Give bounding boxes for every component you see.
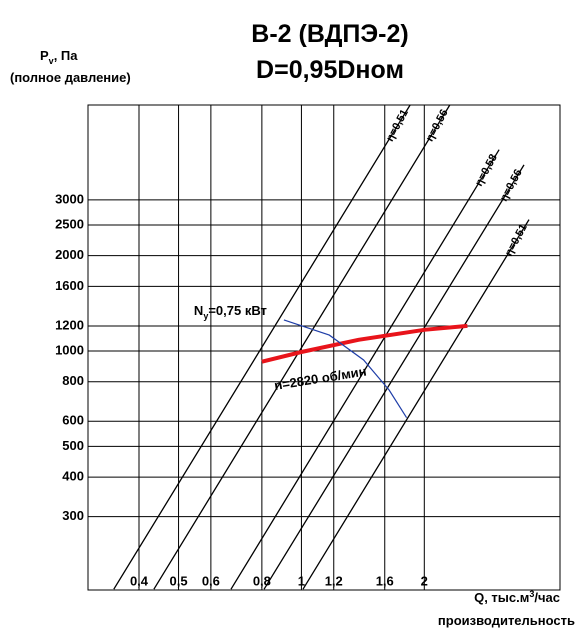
x-axis-label: производительность: [438, 613, 575, 628]
series-line: [302, 219, 530, 590]
series-line: [230, 149, 500, 590]
series-label: Nу=0,75 кВт: [194, 303, 267, 321]
x-tick-label: 2: [421, 573, 428, 588]
series-label: η=0,51: [503, 222, 530, 258]
series-line: [261, 323, 468, 364]
series-line: [153, 104, 451, 590]
y-tick-label: 2000: [55, 247, 84, 262]
y-tick-label: 500: [62, 438, 84, 453]
x-axis-label: Q, тыс.м3/час: [474, 589, 560, 605]
x-tick-label: 0,8: [253, 573, 271, 588]
y-axis-label: Pv, Па: [40, 48, 78, 66]
label-part: =0,75 кВт: [208, 303, 267, 318]
y-tick-label: 1000: [55, 342, 84, 357]
plot-frame: [87, 104, 561, 591]
x-tick-label: 0,6: [202, 573, 220, 588]
series-label: η=0,51: [384, 108, 411, 144]
x-tick-label: 1: [298, 573, 305, 588]
y-tick-label: 800: [62, 373, 84, 388]
y-tick-label: 300: [62, 508, 84, 523]
label-part: N: [194, 303, 203, 318]
series-line: [263, 164, 525, 590]
y-tick-label: 600: [62, 413, 84, 428]
series-line: [113, 104, 411, 590]
chart-title: D=0,95Dном: [256, 56, 404, 84]
x-tick-label: 1,2: [325, 573, 343, 588]
x-tick-label: 1,6: [376, 573, 394, 588]
y-tick-label: 1200: [55, 317, 84, 332]
chart-title: B-2 (ВДПЭ-2): [251, 20, 408, 48]
y-tick-label: 1600: [55, 278, 84, 293]
y-tick-label: 400: [62, 469, 84, 484]
series-label: η=0,56: [424, 108, 451, 144]
y-tick-label: 3000: [55, 191, 84, 206]
y-tick-label: 2500: [55, 216, 84, 231]
x-tick-label: 0,4: [130, 573, 149, 588]
label-part: у: [203, 311, 208, 321]
x-tick-label: 0,5: [170, 573, 188, 588]
y-axis-label: (полное давление): [10, 70, 131, 85]
series-line: [283, 319, 408, 419]
series-label: η=0,56: [498, 167, 525, 203]
series-label: η=0,58: [473, 152, 500, 188]
